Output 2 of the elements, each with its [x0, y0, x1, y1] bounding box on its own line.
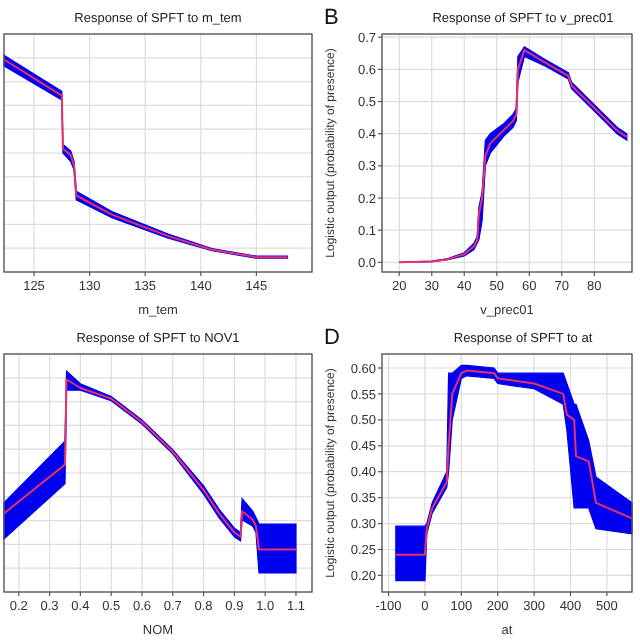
text: D [324, 326, 340, 350]
text: B [324, 6, 339, 30]
